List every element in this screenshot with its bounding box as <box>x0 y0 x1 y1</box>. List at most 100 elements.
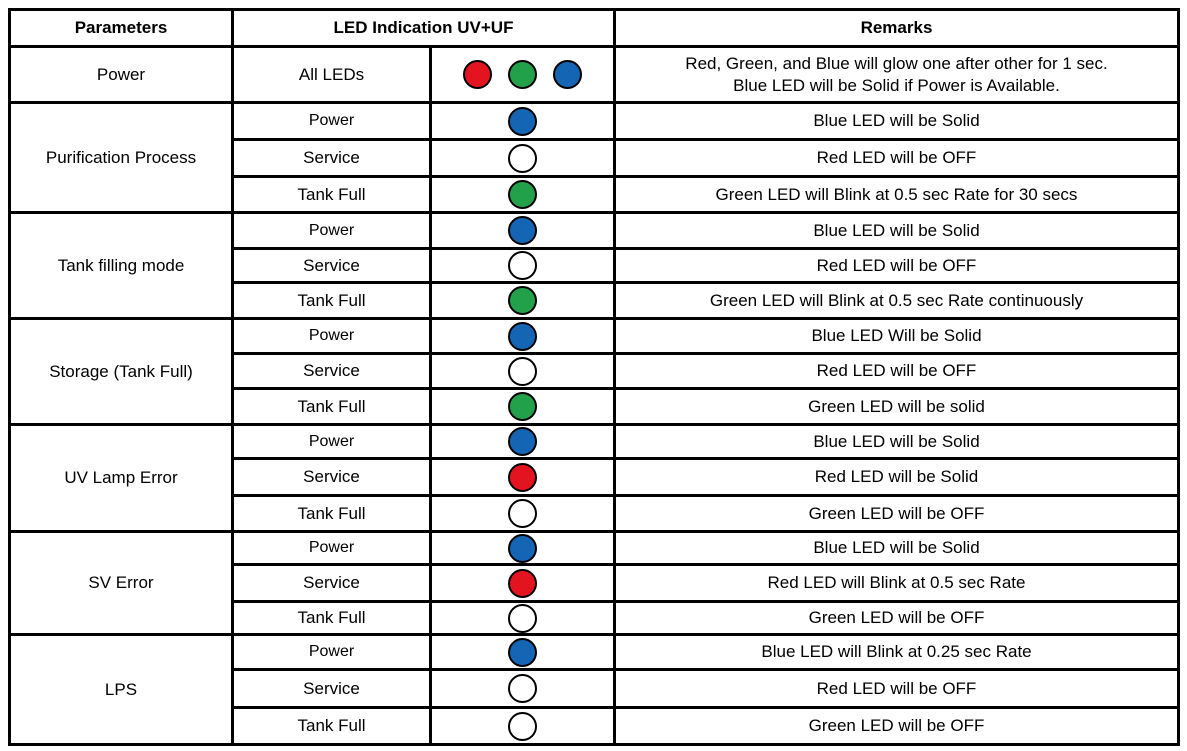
indicator-cell: Power <box>231 211 432 250</box>
led-cell <box>429 138 616 178</box>
led-off-icon <box>508 711 537 741</box>
led-cell <box>429 175 616 214</box>
table-row: Tank Full Green LED will be OFF <box>10 600 1180 636</box>
remark-cell: Red LED will Blink at 0.5 sec Rate <box>613 563 1180 603</box>
remark-cell: Blue LED will be Solid <box>613 211 1180 250</box>
parameter-cell: LPS <box>8 633 234 746</box>
remark-cell: Blue LED will be Solid <box>613 530 1180 566</box>
led-green-icon <box>508 286 537 315</box>
header-remarks: Remarks <box>613 8 1180 48</box>
table-row: Tank Full Green LED will Blink at 0.5 sec… <box>10 175 1180 214</box>
led-blue-icon <box>508 427 537 456</box>
table-row: Service Red LED will be Solid <box>10 457 1180 497</box>
led-cell <box>429 668 616 709</box>
led-off-icon <box>508 251 537 280</box>
led-blue-icon <box>508 533 537 563</box>
led-cell <box>429 281 616 320</box>
indicator-cell: Tank Full <box>231 175 432 214</box>
led-off-icon <box>508 674 537 703</box>
parameter-cell: Storage (Tank Full) <box>8 317 234 426</box>
remark-cell: Green LED will be OFF <box>613 706 1180 746</box>
table-row: SV Error Power Blue LED will be Solid <box>8 530 1180 636</box>
table-row: Service Red LED will be OFF <box>10 138 1180 178</box>
indicator-cell: Service <box>231 138 432 178</box>
led-cell <box>429 457 616 497</box>
table-row: Tank Full Green LED will be solid <box>10 387 1180 426</box>
indicator-cell: Power <box>231 530 432 566</box>
remark-line: Red, Green, and Blue will glow one after… <box>685 53 1108 73</box>
led-cell <box>429 45 616 104</box>
table-row: LPS Power Blue LED will Blink at 0.25 sec … <box>8 633 1180 746</box>
indicator-cell: Power <box>231 633 432 671</box>
power-row: Power All LEDs Red, Green, and Blue will… <box>8 45 1180 104</box>
led-off-icon <box>508 499 537 528</box>
remark-cell: Red LED will be Solid <box>613 457 1180 497</box>
led-cell <box>429 211 616 250</box>
remark-cell: Green LED will Blink at 0.5 sec Rate con… <box>613 281 1180 320</box>
table-row: Tank filling mode Power Blue LED will be S… <box>8 211 1180 320</box>
parameter-cell: Purification Process <box>8 101 234 214</box>
led-cell <box>429 247 616 284</box>
led-red-icon <box>508 462 537 492</box>
led-blue-icon <box>508 637 537 667</box>
led-blue-icon <box>508 106 537 136</box>
led-off-icon <box>508 143 537 173</box>
indicator-cell: Service <box>231 668 432 709</box>
remark-cell: Red LED will be OFF <box>613 247 1180 284</box>
table-row: Tank Full Green LED will Blink at 0.5 sec… <box>10 281 1180 320</box>
led-green-icon <box>508 180 537 209</box>
indicator-cell: Service <box>231 457 432 497</box>
led-blue-icon <box>508 216 537 245</box>
parameter-cell: Power <box>8 45 234 104</box>
led-off-icon <box>508 603 537 633</box>
led-cell <box>429 563 616 603</box>
table-row: UV Lamp Error Power Blue LED will be Solid <box>8 423 1180 533</box>
remark-cell: Blue LED will Blink at 0.25 sec Rate <box>613 633 1180 671</box>
led-cell <box>429 494 616 533</box>
led-cell <box>429 423 616 460</box>
remark-cell: Red LED will be OFF <box>613 138 1180 178</box>
remark-cell: Red LED will be OFF <box>613 668 1180 709</box>
led-green-icon <box>508 60 537 89</box>
table-row: Tank Full Green LED will be OFF <box>10 494 1180 533</box>
led-cell <box>429 352 616 390</box>
header-parameters: Parameters <box>8 8 234 48</box>
table-row: Service Red LED will Blink at 0.5 sec Rat… <box>10 563 1180 603</box>
indicator-cell: Power <box>231 317 432 355</box>
remark-line: Blue LED will be Solid if Power is Avail… <box>733 75 1060 95</box>
table-row: Storage (Tank Full) Power Blue LED Will be… <box>8 317 1180 426</box>
led-cell <box>429 317 616 355</box>
remark-cell: Blue LED Will be Solid <box>613 317 1180 355</box>
table-row: Tank Full Green LED will be OFF <box>10 706 1180 746</box>
indicator-cell: Tank Full <box>231 600 432 636</box>
remark-cell: Green LED will Blink at 0.5 sec Rate for… <box>613 175 1180 214</box>
led-blue-icon <box>553 60 582 89</box>
indicator-cell: Tank Full <box>231 706 432 746</box>
header-row: Parameters LED Indication UV+UF Remarks <box>8 8 1180 48</box>
indicator-cell: All LEDs <box>231 45 432 104</box>
led-indication-table: Parameters LED Indication UV+UF Remarks … <box>8 8 1180 746</box>
remark-cell: Red LED will be OFF <box>613 352 1180 390</box>
table-row: Service Red LED will be OFF <box>10 668 1180 709</box>
parameter-cell: Tank filling mode <box>8 211 234 320</box>
table-row: Purification Process Power Blue LED will b… <box>8 101 1180 214</box>
parameter-cell: SV Error <box>8 530 234 636</box>
parameter-cell: UV Lamp Error <box>8 423 234 533</box>
indicator-cell: Power <box>231 423 432 460</box>
indicator-cell: Tank Full <box>231 494 432 533</box>
remark-cell: Green LED will be solid <box>613 387 1180 426</box>
indicator-cell: Tank Full <box>231 387 432 426</box>
remark-cell: Blue LED will be Solid <box>613 423 1180 460</box>
led-red-icon <box>463 60 492 89</box>
led-cell <box>429 633 616 671</box>
indicator-cell: Service <box>231 563 432 603</box>
table-row: Service Red LED will be OFF <box>10 247 1180 284</box>
indicator-cell: Service <box>231 247 432 284</box>
led-off-icon <box>508 356 537 386</box>
indicator-cell: Power <box>231 101 432 141</box>
led-cell <box>429 387 616 426</box>
led-green-icon <box>508 392 537 421</box>
remark-cell: Red, Green, and Blue will glow one after… <box>613 45 1180 104</box>
led-cell <box>429 101 616 141</box>
led-cell <box>429 530 616 566</box>
